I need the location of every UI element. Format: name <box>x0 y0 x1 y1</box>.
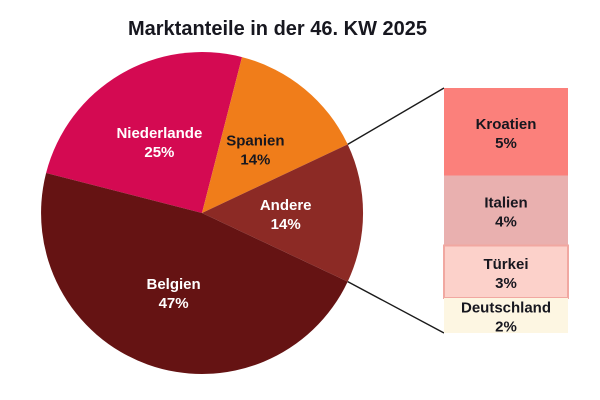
breakout-label-tuerkei: Türkei 3% <box>483 256 528 292</box>
pie-slice-andere <box>202 144 364 282</box>
breakout-segment-italien <box>444 175 568 246</box>
pie-slice-label-andere: Andere 14% <box>260 197 312 233</box>
breakout-label-kroatien: Kroatien 5% <box>476 116 537 152</box>
breakout-segment-tuerkei <box>443 244 569 299</box>
breakout-label-deutschland: Deutschland 2% <box>461 300 551 336</box>
breakout-segment-kroatien <box>444 88 568 176</box>
pie-slice-belgien <box>41 173 348 374</box>
pie-slice-label-spanien: Spanien 14% <box>226 133 284 169</box>
breakout-segment-deutschland <box>444 298 568 333</box>
pie-slice-label-belgien: Belgien 47% <box>147 276 201 312</box>
pie-slice-niederlande <box>46 52 242 214</box>
breakout-connector-top <box>347 87 445 146</box>
breakout-label-italien: Italien 4% <box>484 195 527 231</box>
breakout-connector-bottom <box>347 280 445 334</box>
pie-slice-label-niederlande: Niederlande 25% <box>116 125 202 161</box>
chart-title: Marktanteile in der 46. KW 2025 <box>127 18 427 40</box>
pie-slice-spanien <box>202 57 348 213</box>
